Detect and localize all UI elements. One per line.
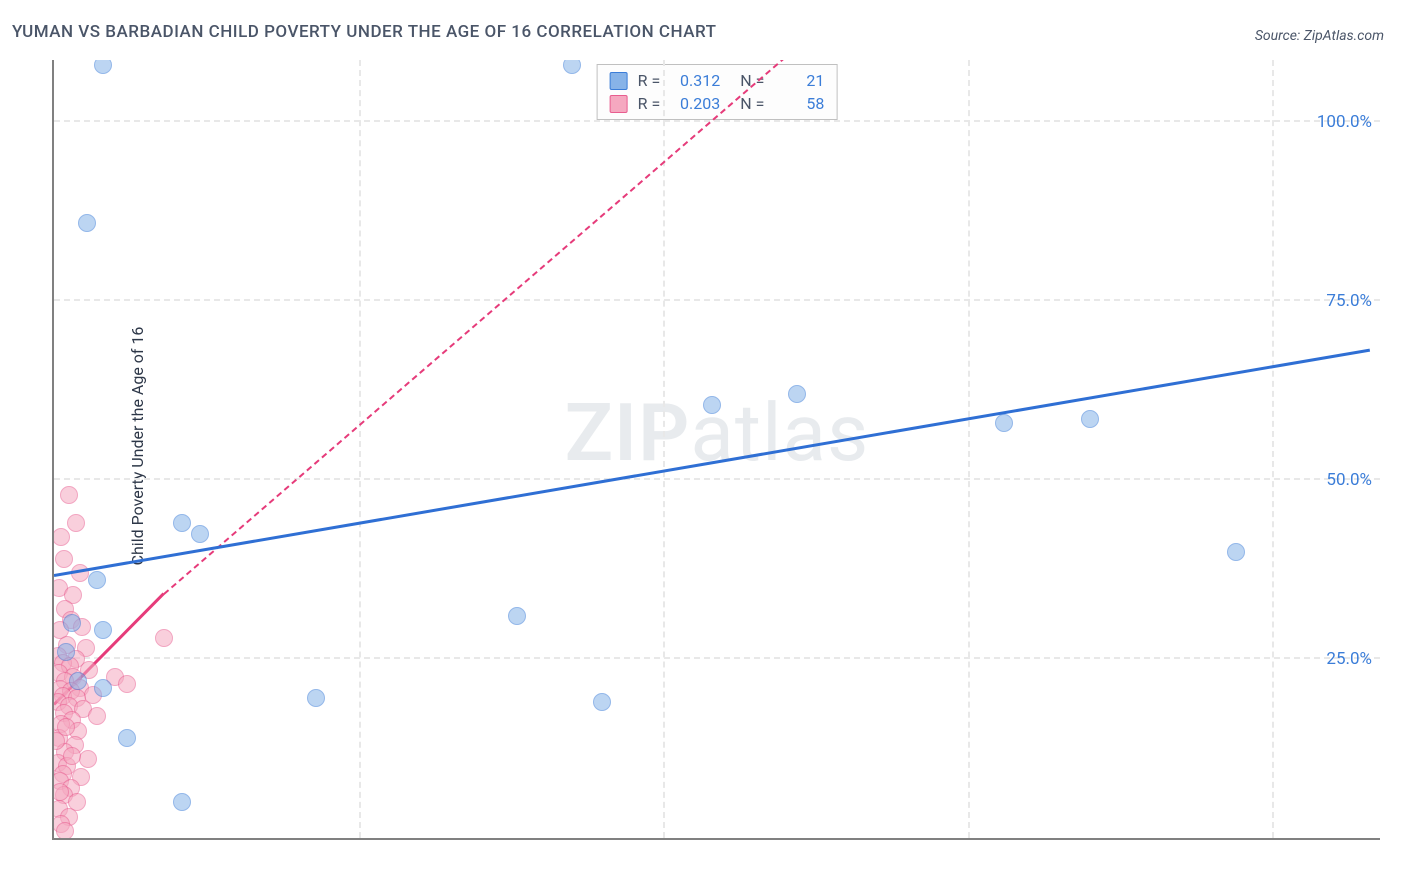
data-point (78, 214, 96, 232)
data-point (79, 750, 97, 768)
r-value: 0.203 (670, 94, 720, 113)
series-swatch (610, 72, 628, 90)
data-point (508, 607, 526, 625)
data-point (118, 675, 136, 693)
data-point (94, 60, 112, 74)
data-point (63, 747, 81, 765)
data-point (67, 514, 85, 532)
data-point (995, 414, 1013, 432)
gridline-horizontal (54, 657, 1380, 659)
data-point (118, 729, 136, 747)
data-point (563, 60, 581, 74)
gridline-vertical (968, 60, 970, 838)
trend-line (54, 348, 1370, 576)
data-point (173, 514, 191, 532)
series-swatch (610, 95, 628, 113)
y-tick-label: 75.0% (1326, 291, 1372, 311)
data-point (88, 707, 106, 725)
data-point (88, 571, 106, 589)
y-tick-label: 25.0% (1326, 649, 1372, 669)
correlation-row: R = 0.203 N = 58 (610, 92, 825, 115)
gridline-horizontal (54, 120, 1380, 122)
data-point (173, 793, 191, 811)
r-label: R = (638, 94, 661, 113)
source-label: Source: ZipAtlas.com (1255, 28, 1384, 44)
n-value: 21 (774, 71, 824, 90)
plot-area: ZIPatlas R =0.312N =21R =0.203N =58 Yuma… (52, 60, 1380, 840)
data-point (57, 643, 75, 661)
data-point (55, 550, 73, 568)
data-point (1081, 410, 1099, 428)
correlation-row: R =0.312N =21 (610, 69, 825, 92)
data-point (307, 689, 325, 707)
gridline-vertical (1272, 60, 1274, 838)
chart-container: YUMAN VS BARBADIAN CHILD POVERTY UNDER T… (0, 0, 1406, 892)
r-label: R = (638, 71, 661, 90)
data-point (63, 614, 81, 632)
correlation-legend: R = 0.312 N = 21 R = 0.203 N = 58 (597, 64, 838, 120)
data-point (593, 693, 611, 711)
data-point (788, 385, 806, 403)
y-tick-label: 50.0% (1326, 470, 1372, 490)
data-point (52, 528, 70, 546)
data-point (1227, 543, 1245, 561)
trend-line (163, 60, 786, 594)
data-point (69, 672, 87, 690)
data-point (60, 486, 78, 504)
data-point (155, 629, 173, 647)
data-point (94, 621, 112, 639)
gridline-vertical (663, 60, 665, 838)
data-point (191, 525, 209, 543)
n-value: 58 (774, 94, 824, 113)
chart-title: YUMAN VS BARBADIAN CHILD POVERTY UNDER T… (12, 22, 716, 42)
gridline-horizontal (54, 299, 1380, 301)
n-label: N = (740, 94, 764, 113)
gridline-vertical (359, 60, 361, 838)
data-point (703, 396, 721, 414)
data-point (56, 822, 74, 840)
gridline-horizontal (54, 478, 1380, 480)
data-point (57, 718, 75, 736)
data-point (94, 679, 112, 697)
y-tick-label: 100.0% (1317, 112, 1372, 132)
r-value: 0.312 (670, 71, 720, 90)
